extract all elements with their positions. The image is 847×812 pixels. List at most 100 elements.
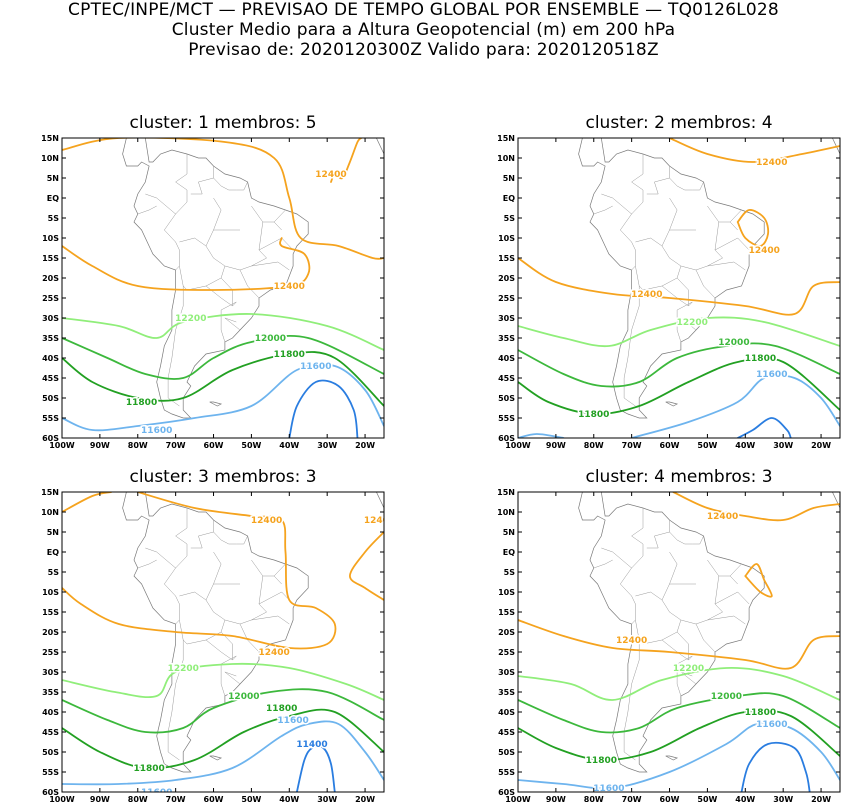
contour-line	[736, 417, 792, 438]
lat-tick-label: 60S	[42, 788, 59, 797]
country-border	[137, 205, 157, 215]
lat-tick-label: 25S	[42, 648, 59, 657]
contour-label-halo: 11400	[296, 740, 327, 750]
country-border	[707, 615, 746, 625]
country-border	[251, 615, 290, 625]
contour-line	[518, 433, 565, 438]
contour-label: 11800	[745, 708, 776, 718]
contour-line	[630, 374, 840, 438]
contour-label-halo: 11600	[300, 362, 331, 372]
country-border	[707, 559, 738, 585]
lat-tick-label: 30S	[498, 314, 515, 323]
lon-tick-label: 50W	[697, 795, 717, 804]
country-border	[179, 591, 226, 645]
contour-label-halo: 11600	[756, 720, 787, 730]
coastline-south-america	[122, 138, 309, 419]
lat-tick-label: 40S	[498, 354, 515, 363]
contour-line	[62, 138, 384, 260]
lat-tick-label: 10S	[498, 234, 515, 243]
lat-tick-label: 55S	[498, 414, 515, 423]
contour-line	[62, 351, 384, 407]
contour-line	[740, 741, 811, 792]
contour-label: 12200	[677, 318, 708, 328]
country-border	[623, 286, 640, 407]
contour-label: 12400	[756, 158, 787, 168]
lat-tick-label: 5N	[503, 528, 515, 537]
contour-label: 11800	[274, 350, 305, 360]
country-border	[213, 551, 222, 585]
falkland-islands	[209, 401, 223, 407]
contour-label-halo: 12200	[168, 664, 199, 674]
coastline-africa	[832, 138, 840, 155]
lat-tick-label: 10N	[497, 508, 515, 517]
country-border	[145, 547, 176, 569]
contour-line	[518, 667, 840, 701]
lon-tick-label: 20W	[811, 795, 831, 804]
lon-tick-label: 60W	[204, 795, 224, 804]
lat-tick-label: 20S	[498, 628, 515, 637]
lon-tick-label: 80W	[128, 795, 148, 804]
country-border	[680, 265, 697, 271]
contour-label: 12200	[673, 664, 704, 674]
country-border	[669, 197, 678, 231]
lat-tick-label: 10S	[42, 234, 59, 243]
country-border	[714, 237, 750, 251]
lat-tick-label: 35S	[498, 334, 515, 343]
lat-tick-label: 10N	[41, 154, 59, 163]
contour-line	[518, 721, 840, 790]
lat-tick-label: 5S	[48, 568, 60, 577]
country-border	[213, 197, 222, 231]
contour-label-halo: 11600	[141, 426, 172, 436]
lat-tick-label: 15S	[498, 254, 515, 263]
country-border	[601, 547, 632, 569]
lat-tick-label: 30S	[498, 668, 515, 677]
contour-label-halo: 12400	[251, 516, 282, 526]
contour-label: 12200	[175, 314, 206, 324]
contour-line	[62, 313, 384, 351]
contour-label-halo: 12400	[616, 636, 647, 646]
panel-3-title: cluster: 3 membros: 3	[129, 467, 317, 487]
contour-line	[744, 563, 773, 598]
contour-label: 12000	[711, 692, 742, 702]
contour-line	[62, 662, 384, 701]
panel-4-title: cluster: 4 membros: 3	[585, 467, 773, 487]
header-line-2: Cluster Medio para a Altura Geopotencial…	[171, 20, 676, 40]
contour-line	[296, 745, 336, 792]
contour-label: 11800	[745, 354, 776, 364]
contour-label: 12000	[255, 334, 286, 344]
contour-label: 11800	[266, 704, 297, 714]
country-border	[224, 317, 241, 331]
lat-tick-label: 55S	[42, 768, 59, 777]
lon-tick-label: 70W	[622, 795, 642, 804]
lon-tick-label: 80W	[584, 441, 604, 450]
lon-tick-label: 100W	[505, 441, 531, 450]
header-line-3: Previsao de: 2020120300Z Valido para: 20…	[188, 40, 659, 60]
contour-label-halo: 11800	[578, 410, 609, 420]
contour-label-halo: 11600	[141, 788, 172, 798]
lat-tick-label: 5N	[503, 174, 515, 183]
lon-tick-label: 40W	[279, 441, 299, 450]
lat-tick-label: EQ	[47, 548, 59, 557]
contour-label-halo: 12000	[228, 692, 259, 702]
country-border	[707, 261, 746, 271]
contour-line	[62, 237, 311, 291]
contour-label-halo: 12200	[673, 664, 704, 674]
contour-label: 11600	[141, 788, 172, 798]
lon-tick-label: 50W	[697, 441, 717, 450]
country-border	[190, 531, 214, 549]
country-border	[145, 193, 176, 215]
lat-tick-label: 10N	[41, 508, 59, 517]
contour-label: 12400	[258, 648, 289, 658]
contour-label-halo: 12400	[756, 158, 787, 168]
country-border	[707, 205, 738, 231]
contour-label-halo: 11600	[756, 370, 787, 380]
country-border	[273, 563, 286, 577]
contour-label: 11600	[141, 426, 172, 436]
contour-label-halo: 12400	[274, 282, 305, 292]
panel-2-map: 1240012400124001240012400124001220012200…	[497, 134, 841, 450]
lat-tick-label: 45S	[42, 728, 59, 737]
lat-tick-label: 10N	[497, 154, 515, 163]
lat-tick-label: 20S	[42, 628, 59, 637]
lat-tick-label: 10S	[42, 588, 59, 597]
lat-tick-label: 25S	[498, 294, 515, 303]
